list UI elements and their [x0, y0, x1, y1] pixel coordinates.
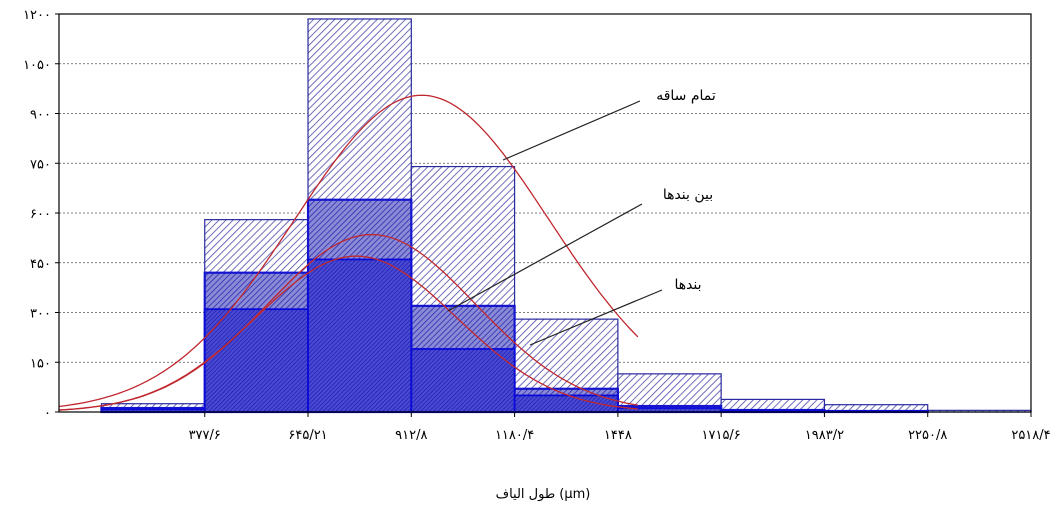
x-tick-label: ۱۹۸۳/۲ — [805, 428, 844, 443]
x-tick-label: ۳۷۷/۶ — [189, 428, 221, 443]
x-tick-label: ۱۴۴۸ — [604, 428, 632, 443]
bar-series-2 — [203, 308, 309, 413]
annotation-total: تمام ساقه — [502, 88, 716, 161]
x-tick-label: ۱۷۱۵/۶ — [702, 428, 741, 443]
annotation-label-internodes: بین بندها — [663, 187, 713, 203]
y-tick-label: ۷۵۰ — [30, 157, 51, 172]
annotation-nodes: بندها — [529, 277, 702, 346]
y-tick-label: ۱۵۰ — [30, 356, 51, 371]
normal-curves — [58, 94, 639, 411]
x-tick-label: ۲۵۱۸/۴ — [1011, 428, 1050, 443]
y-axis-ticks: ۰ ۱۵۰ ۳۰۰ ۴۵۰ ۶۰۰ ۷۵۰ ۹۰۰ ۱۰۵۰ ۱۲۰۰ — [23, 8, 59, 421]
x-axis-ticks: ۳۷۷/۶ ۶۴۵/۲۱ ۹۱۲/۸ ۱۱۸۰/۴ ۱۴۴۸ ۱۷۱۵/۶ ۱۹۸۳/۲ ۲۲… — [189, 412, 1051, 443]
y-tick-label: ۶۰۰ — [30, 207, 51, 222]
x-axis-title: طول الیاف (µm) — [496, 487, 591, 502]
x-tick-label: ۹۱۲/۸ — [395, 428, 427, 443]
annotation-internodes: بین بندها — [447, 187, 713, 312]
x-tick-label: ۲۲۵۰/۸ — [908, 428, 947, 443]
y-tick-label: ۴۵۰ — [30, 257, 51, 272]
x-tick-label: ۱۱۸۰/۴ — [495, 428, 534, 443]
annotation-leader-nodes — [529, 289, 663, 346]
y-tick-label: ۳۰۰ — [30, 307, 51, 322]
histogram-bars — [100, 18, 1032, 414]
x-tick-label: ۶۴۵/۲۱ — [288, 428, 327, 443]
annotation-label-total: تمام ساقه — [656, 88, 716, 104]
y-tick-label: ۹۰۰ — [30, 108, 51, 123]
plot-frame — [58, 13, 1032, 413]
normal-curve-0 — [58, 94, 639, 408]
annotation-leader-total — [502, 100, 641, 161]
bar-series-2 — [307, 258, 413, 413]
y-tick-label: ۱۰۵۰ — [23, 58, 51, 73]
annotation-label-nodes: بندها — [674, 277, 701, 293]
y-tick-label: ۰ — [44, 406, 51, 421]
annotation-leader-internodes — [447, 203, 643, 312]
bar-series-2 — [410, 348, 516, 413]
normal-curve-2 — [58, 255, 638, 411]
y-tick-label: ۱۲۰۰ — [23, 8, 51, 23]
